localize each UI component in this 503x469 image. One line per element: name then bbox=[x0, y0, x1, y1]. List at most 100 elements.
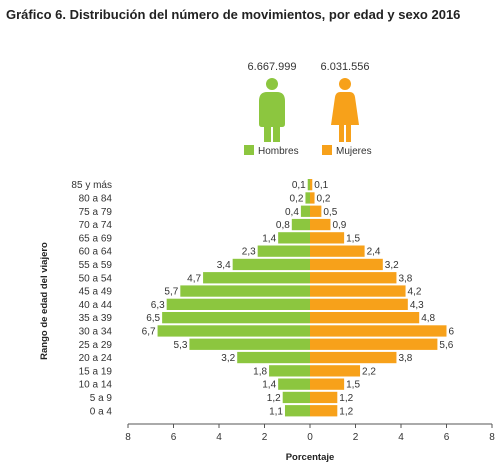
data-label-hombres: 6,7 bbox=[142, 326, 156, 337]
bar-hombres bbox=[203, 272, 310, 284]
bar-hombres bbox=[269, 365, 310, 377]
legend-swatch-hombres bbox=[244, 145, 254, 155]
bar-hombres bbox=[278, 378, 310, 390]
bar-hombres bbox=[257, 245, 310, 257]
hombres-total: 6.667.999 bbox=[248, 61, 297, 73]
bar-mujeres bbox=[310, 391, 338, 404]
x-tick-label: 8 bbox=[125, 432, 131, 443]
data-label-mujeres: 3,8 bbox=[398, 273, 412, 284]
x-tick-label: 0 bbox=[307, 432, 313, 443]
category-label: 80 a 84 bbox=[79, 193, 113, 204]
legend-label-hombres: Hombres bbox=[258, 146, 299, 157]
bar-hombres bbox=[237, 351, 310, 364]
bar-mujeres bbox=[310, 405, 338, 417]
data-label-hombres: 6,3 bbox=[151, 300, 165, 311]
chart-title: Gráfico 6. Distribución del número de mo… bbox=[6, 7, 461, 22]
bar-mujeres bbox=[310, 232, 345, 244]
data-label-hombres: 1,4 bbox=[262, 233, 276, 244]
x-tick-label: 6 bbox=[444, 432, 450, 443]
legend-swatch-mujeres bbox=[322, 145, 332, 155]
category-label: 10 a 14 bbox=[79, 380, 113, 391]
male-figure-icon bbox=[259, 78, 285, 142]
y-axis-title: Rango de edad del viajero bbox=[39, 242, 50, 360]
bar-mujeres bbox=[310, 245, 365, 257]
data-label-mujeres: 1,2 bbox=[339, 406, 353, 417]
data-label-hombres: 5,3 bbox=[174, 340, 188, 351]
bar-hombres bbox=[282, 391, 310, 404]
x-axis: 8 6 4 2 0 2 4 6 8 Porcentaje Rango de edad del via… bbox=[39, 242, 495, 463]
data-label-mujeres: 0,2 bbox=[317, 193, 331, 204]
category-label: 20 a 24 bbox=[79, 353, 113, 364]
category-label: 40 a 44 bbox=[79, 300, 113, 311]
x-tick-label: 6 bbox=[171, 432, 177, 443]
data-label-hombres: 6,5 bbox=[146, 313, 160, 324]
data-label-mujeres: 1,5 bbox=[346, 380, 360, 391]
bar-hombres bbox=[305, 192, 310, 204]
data-label-mujeres: 0,1 bbox=[314, 180, 328, 191]
bar-mujeres bbox=[310, 312, 420, 324]
bar-mujeres bbox=[310, 338, 438, 350]
data-label-mujeres: 4,3 bbox=[410, 300, 424, 311]
x-tick-label: 4 bbox=[216, 432, 222, 443]
x-tick-label: 2 bbox=[262, 432, 268, 443]
bar-mujeres bbox=[310, 351, 397, 364]
bar-mujeres bbox=[310, 205, 322, 217]
data-label-hombres: 1,4 bbox=[262, 380, 276, 391]
data-label-hombres: 0,2 bbox=[290, 193, 304, 204]
data-label-hombres: 0,1 bbox=[292, 180, 306, 191]
category-label: 25 a 29 bbox=[79, 340, 113, 351]
bar-hombres bbox=[180, 285, 310, 297]
category-label: 60 a 64 bbox=[79, 247, 113, 258]
category-label: 45 a 49 bbox=[79, 287, 113, 298]
data-label-mujeres: 3,2 bbox=[385, 260, 399, 271]
bar-hombres bbox=[166, 298, 310, 310]
data-label-mujeres: 6 bbox=[449, 326, 455, 337]
data-label-mujeres: 1,2 bbox=[339, 393, 353, 404]
bar-hombres bbox=[162, 312, 310, 324]
x-tick-label: 4 bbox=[398, 432, 404, 443]
data-label-hombres: 1,2 bbox=[267, 393, 281, 404]
bar-hombres bbox=[157, 325, 310, 337]
x-axis-title: Porcentaje bbox=[286, 452, 335, 463]
category-label: 15 a 19 bbox=[79, 366, 113, 377]
category-label: 5 a 9 bbox=[90, 393, 113, 404]
bar-hombres bbox=[189, 338, 310, 350]
bar-mujeres bbox=[310, 285, 406, 297]
bar-hombres bbox=[232, 258, 310, 271]
data-label-mujeres: 3,8 bbox=[398, 353, 412, 364]
data-label-mujeres: 1,5 bbox=[346, 233, 360, 244]
bar-mujeres bbox=[310, 378, 345, 390]
bar-mujeres bbox=[310, 272, 397, 284]
bar-hombres bbox=[284, 405, 310, 417]
data-label-hombres: 1,1 bbox=[269, 406, 283, 417]
data-label-hombres: 1,8 bbox=[253, 366, 267, 377]
data-label-mujeres: 2,2 bbox=[362, 366, 376, 377]
data-label-hombres: 2,3 bbox=[242, 247, 256, 258]
female-figure-icon bbox=[331, 78, 359, 142]
bar-hombres bbox=[307, 179, 310, 191]
bars: 85 y más 0,1 0,1 80 a 84 0,2 0,2 75 a 79 0,4 0,5… bbox=[71, 179, 455, 417]
data-label-hombres: 3,2 bbox=[221, 353, 235, 364]
data-label-hombres: 0,8 bbox=[276, 220, 290, 231]
bar-mujeres bbox=[310, 192, 315, 204]
legend: 6.667.999 6.031.556 Hombres Mujeres bbox=[244, 61, 372, 157]
data-label-mujeres: 0,9 bbox=[332, 220, 346, 231]
data-label-mujeres: 4,2 bbox=[408, 287, 422, 298]
bar-hombres bbox=[278, 232, 310, 244]
data-label-mujeres: 4,8 bbox=[421, 313, 435, 324]
category-label: 55 a 59 bbox=[79, 260, 113, 271]
category-label: 0 a 4 bbox=[90, 406, 113, 417]
data-label-mujeres: 2,4 bbox=[367, 247, 381, 258]
data-label-hombres: 0,4 bbox=[285, 207, 299, 218]
category-label: 30 a 34 bbox=[79, 326, 113, 337]
bar-mujeres bbox=[310, 325, 447, 337]
data-label-mujeres: 0,5 bbox=[323, 207, 337, 218]
bar-mujeres bbox=[310, 298, 408, 310]
category-label: 65 a 69 bbox=[79, 233, 113, 244]
bar-hombres bbox=[300, 205, 310, 217]
category-label: 70 a 74 bbox=[79, 220, 113, 231]
bar-mujeres bbox=[310, 258, 383, 271]
bar-mujeres bbox=[310, 179, 313, 191]
x-tick-label: 2 bbox=[353, 432, 359, 443]
